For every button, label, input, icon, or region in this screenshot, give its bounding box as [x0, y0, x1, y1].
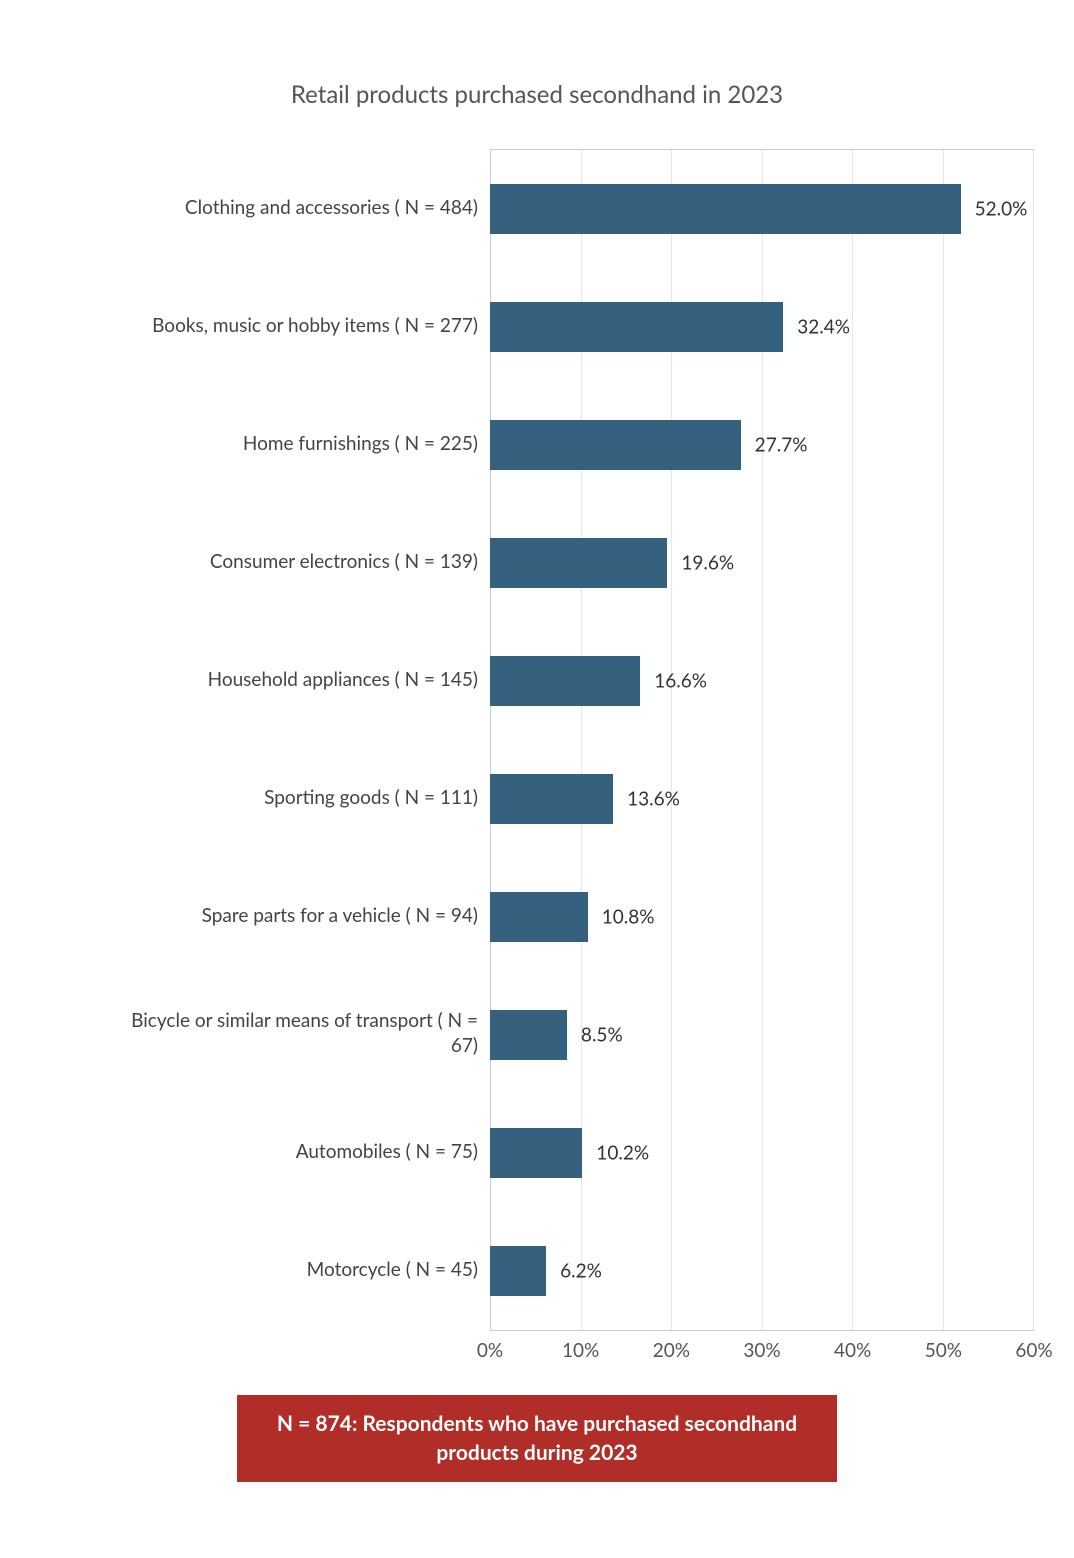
plot-area: Clothing and accessories ( N = 484)Books…: [100, 149, 1034, 1331]
bar-value-label: 6.2%: [560, 1260, 602, 1283]
bar-row: 52.0%: [490, 150, 1033, 268]
bar: 8.5%: [490, 1010, 567, 1060]
bar: 10.2%: [490, 1128, 582, 1178]
bar-row: 8.5%: [490, 976, 1033, 1094]
category-label: Sporting goods ( N = 111): [100, 739, 490, 857]
category-label: Household appliances ( N = 145): [100, 621, 490, 739]
legend-note: N = 874: Respondents who have purchased …: [237, 1395, 837, 1482]
x-axis-tick: 60%: [1015, 1339, 1052, 1362]
bar-row: 10.2%: [490, 1094, 1033, 1212]
bar-value-label: 32.4%: [797, 316, 850, 339]
bar-value-label: 10.2%: [596, 1142, 649, 1165]
x-axis-tick: 0%: [477, 1339, 503, 1362]
bar-value-label: 52.0%: [975, 198, 1028, 221]
category-label: Consumer electronics ( N = 139): [100, 503, 490, 621]
bar: 19.6%: [490, 538, 667, 588]
bar-row: 13.6%: [490, 740, 1033, 858]
category-label: Automobiles ( N = 75): [100, 1093, 490, 1211]
bar-value-label: 19.6%: [681, 552, 734, 575]
bar-value-label: 27.7%: [755, 434, 808, 457]
bar-row: 6.2%: [490, 1212, 1033, 1330]
bar: 27.7%: [490, 420, 741, 470]
category-label: Spare parts for a vehicle ( N = 94): [100, 857, 490, 975]
bar: 32.4%: [490, 302, 783, 352]
category-label: Motorcycle ( N = 45): [100, 1211, 490, 1329]
bar-row: 10.8%: [490, 858, 1033, 976]
x-axis-tick: 50%: [925, 1339, 962, 1362]
bar-row: 27.7%: [490, 386, 1033, 504]
bar-value-label: 8.5%: [581, 1024, 623, 1047]
y-axis-labels: Clothing and accessories ( N = 484)Books…: [100, 149, 490, 1331]
bar: 10.8%: [490, 892, 588, 942]
bar: 13.6%: [490, 774, 613, 824]
category-label: Bicycle or similar means of transport ( …: [100, 975, 490, 1093]
gridline: [1033, 150, 1034, 1330]
bar: 52.0%: [490, 184, 961, 234]
bar-value-label: 16.6%: [654, 670, 707, 693]
bar-row: 19.6%: [490, 504, 1033, 622]
category-label: Home furnishings ( N = 225): [100, 385, 490, 503]
x-axis-tick: 10%: [562, 1339, 599, 1362]
bar-value-label: 13.6%: [627, 788, 680, 811]
category-label: Books, music or hobby items ( N = 277): [100, 267, 490, 385]
bar: 6.2%: [490, 1246, 546, 1296]
chart-title: Retail products purchased secondhand in …: [40, 80, 1034, 109]
chart-container: Retail products purchased secondhand in …: [0, 0, 1074, 1522]
bar-row: 32.4%: [490, 268, 1033, 386]
x-axis-tick: 40%: [834, 1339, 871, 1362]
bar-row: 16.6%: [490, 622, 1033, 740]
x-axis-tick: 20%: [653, 1339, 690, 1362]
bar-value-label: 10.8%: [602, 906, 655, 929]
x-axis: 0%10%20%30%40%50%60%: [490, 1331, 1034, 1367]
bar: 16.6%: [490, 656, 640, 706]
x-axis-tick: 30%: [743, 1339, 780, 1362]
category-label: Clothing and accessories ( N = 484): [100, 149, 490, 267]
bars-area: 52.0% 32.4% 27.7% 19.6% 16.6% 13.6% 10.8% 8.5% 1…: [490, 149, 1034, 1331]
